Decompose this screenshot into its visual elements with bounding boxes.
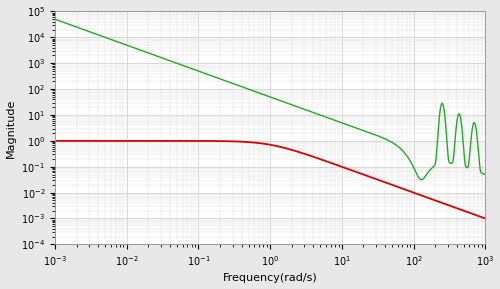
X-axis label: Frequency(rad/s): Frequency(rad/s): [223, 273, 318, 284]
Y-axis label: Magnitude: Magnitude: [6, 98, 16, 158]
